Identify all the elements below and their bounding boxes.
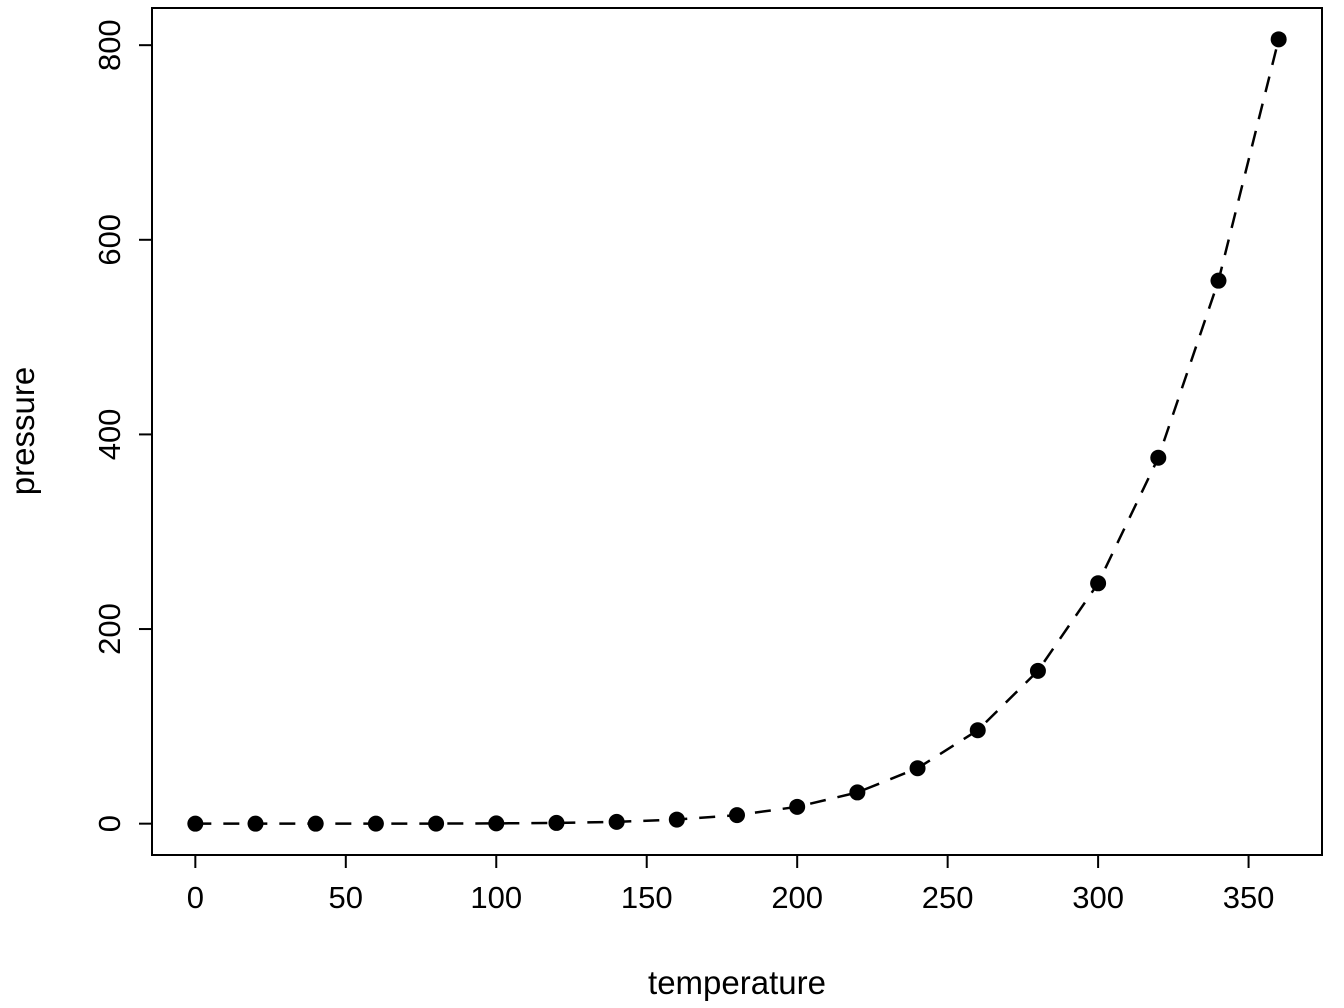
data-point (909, 760, 926, 777)
data-point (729, 807, 745, 824)
y-tick-label: 600 (92, 214, 127, 266)
x-tick-label: 50 (329, 880, 363, 915)
data-point (548, 814, 565, 831)
plot-area: 0 50 100 150 200 250 300 350 0 200 400 600 800 (92, 7, 1323, 915)
y-tick-label: 800 (92, 19, 127, 71)
data-point (1270, 31, 1287, 48)
y-tick-label: 0 (92, 815, 127, 832)
data-point (668, 811, 685, 828)
y-axis-label: pressure (4, 367, 41, 495)
data-point (1029, 662, 1046, 679)
data-point (187, 815, 204, 832)
data-point (789, 798, 806, 815)
data-point (307, 815, 324, 832)
series-line (195, 39, 1280, 825)
data-point (849, 784, 866, 801)
data-point (608, 813, 625, 830)
x-axis-label: temperature (648, 964, 826, 1001)
data-point (247, 815, 264, 832)
data-point (1210, 272, 1227, 289)
x-tick-label: 250 (922, 880, 974, 915)
x-tick-label: 300 (1072, 880, 1124, 915)
y-tick-label: 400 (92, 409, 127, 461)
x-tick-label: 200 (771, 880, 823, 915)
data-point (1090, 575, 1107, 592)
data-point (488, 815, 505, 832)
plot-border (151, 7, 1323, 856)
data-point (367, 815, 384, 832)
data-point (1150, 449, 1167, 466)
x-tick-label: 350 (1223, 880, 1275, 915)
x-tick-label: 150 (621, 880, 673, 915)
x-tick-label: 100 (470, 880, 522, 915)
data-point (969, 722, 986, 739)
x-tick-label: 0 (187, 880, 204, 915)
y-tick-label: 200 (92, 603, 127, 655)
data-point (428, 815, 445, 832)
